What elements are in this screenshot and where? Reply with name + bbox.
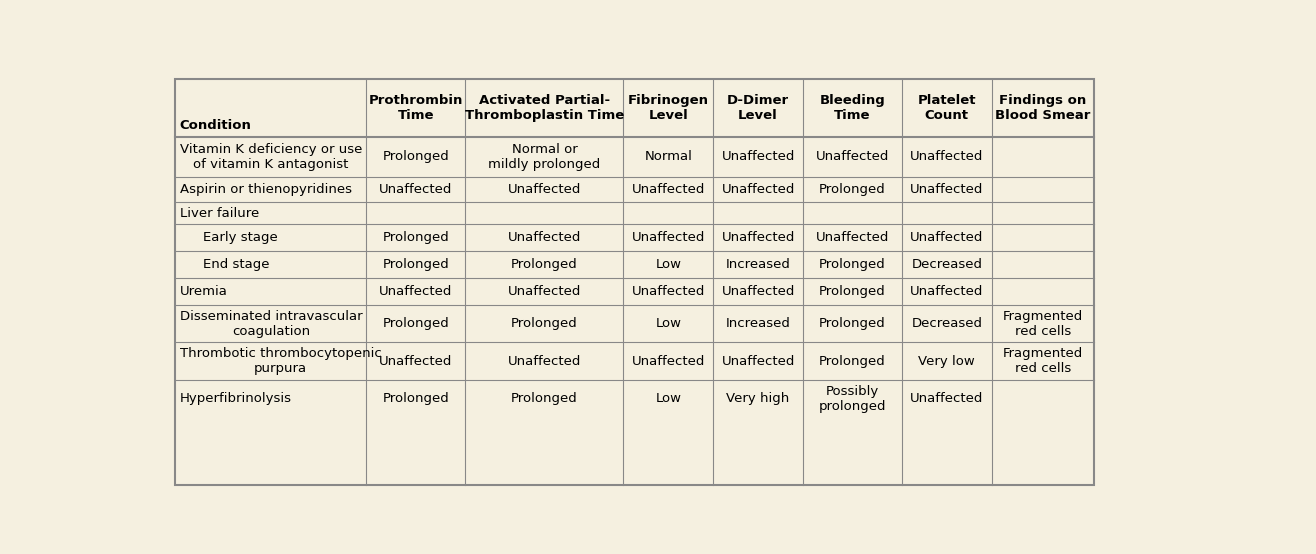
Text: Possibly
prolonged: Possibly prolonged (819, 385, 886, 413)
Text: Prolonged: Prolonged (383, 258, 449, 271)
Text: Increased: Increased (725, 258, 791, 271)
Text: Decreased: Decreased (911, 317, 982, 330)
Text: Prolonged: Prolonged (819, 285, 886, 298)
Text: Prolonged: Prolonged (511, 392, 578, 406)
Text: End stage: End stage (203, 258, 270, 271)
Text: Increased: Increased (725, 317, 791, 330)
Text: Vitamin K deficiency or use
of vitamin K antagonist: Vitamin K deficiency or use of vitamin K… (180, 143, 362, 171)
Text: Prolonged: Prolonged (383, 317, 449, 330)
Text: Unaffected: Unaffected (379, 355, 453, 368)
Text: Prolonged: Prolonged (819, 317, 886, 330)
Text: Fragmented
red cells: Fragmented red cells (1003, 347, 1083, 375)
Text: Low: Low (655, 317, 682, 330)
Text: Normal or
mildly prolonged: Normal or mildly prolonged (488, 143, 600, 171)
Text: Unaffected: Unaffected (721, 150, 795, 163)
Text: Prolonged: Prolonged (383, 392, 449, 406)
Text: Disseminated intravascular
coagulation: Disseminated intravascular coagulation (180, 310, 362, 338)
Text: Unaffected: Unaffected (721, 285, 795, 298)
Text: Unaffected: Unaffected (632, 231, 705, 244)
Text: Activated Partial-
Thromboplastin Time: Activated Partial- Thromboplastin Time (465, 94, 624, 122)
Text: Prolonged: Prolonged (511, 258, 578, 271)
Text: Unaffected: Unaffected (379, 285, 453, 298)
Text: Unaffected: Unaffected (816, 231, 890, 244)
Text: Prolonged: Prolonged (383, 231, 449, 244)
Text: Uremia: Uremia (180, 285, 228, 298)
Text: Unaffected: Unaffected (508, 183, 582, 196)
Text: Very high: Very high (726, 392, 790, 406)
Text: Unaffected: Unaffected (508, 231, 582, 244)
Text: Early stage: Early stage (203, 231, 278, 244)
Text: Unaffected: Unaffected (721, 231, 795, 244)
Text: Liver failure: Liver failure (180, 207, 259, 220)
Text: Hyperfibrinolysis: Hyperfibrinolysis (180, 392, 292, 406)
Text: Unaffected: Unaffected (632, 355, 705, 368)
Text: Bleeding
Time: Bleeding Time (820, 94, 886, 122)
Text: Fibrinogen
Level: Fibrinogen Level (628, 94, 709, 122)
Text: Unaffected: Unaffected (632, 183, 705, 196)
Text: Unaffected: Unaffected (379, 183, 453, 196)
Text: Unaffected: Unaffected (911, 392, 983, 406)
Text: Unaffected: Unaffected (632, 285, 705, 298)
Text: Thrombotic thrombocytopenic
purpura: Thrombotic thrombocytopenic purpura (180, 347, 382, 375)
Text: Low: Low (655, 258, 682, 271)
Text: Prolonged: Prolonged (819, 183, 886, 196)
Text: Decreased: Decreased (911, 258, 982, 271)
Text: Unaffected: Unaffected (721, 355, 795, 368)
Text: Aspirin or thienopyridines: Aspirin or thienopyridines (180, 183, 351, 196)
Text: Unaffected: Unaffected (508, 285, 582, 298)
Text: Prolonged: Prolonged (383, 150, 449, 163)
Text: Unaffected: Unaffected (721, 183, 795, 196)
Text: Unaffected: Unaffected (911, 150, 983, 163)
Text: Prolonged: Prolonged (511, 317, 578, 330)
Text: Very low: Very low (919, 355, 975, 368)
Text: Fragmented
red cells: Fragmented red cells (1003, 310, 1083, 338)
Text: Normal: Normal (645, 150, 692, 163)
Text: Unaffected: Unaffected (911, 183, 983, 196)
Text: Prolonged: Prolonged (819, 258, 886, 271)
Text: Unaffected: Unaffected (816, 150, 890, 163)
Text: Findings on
Blood Smear: Findings on Blood Smear (995, 94, 1091, 122)
Text: Prolonged: Prolonged (819, 355, 886, 368)
Text: Unaffected: Unaffected (911, 231, 983, 244)
Text: Prothrombin
Time: Prothrombin Time (368, 94, 463, 122)
Text: Low: Low (655, 392, 682, 406)
Text: Unaffected: Unaffected (911, 285, 983, 298)
Text: D-Dimer
Level: D-Dimer Level (726, 94, 790, 122)
Text: Unaffected: Unaffected (508, 355, 582, 368)
Text: Condition: Condition (180, 119, 251, 132)
Text: Platelet
Count: Platelet Count (917, 94, 976, 122)
